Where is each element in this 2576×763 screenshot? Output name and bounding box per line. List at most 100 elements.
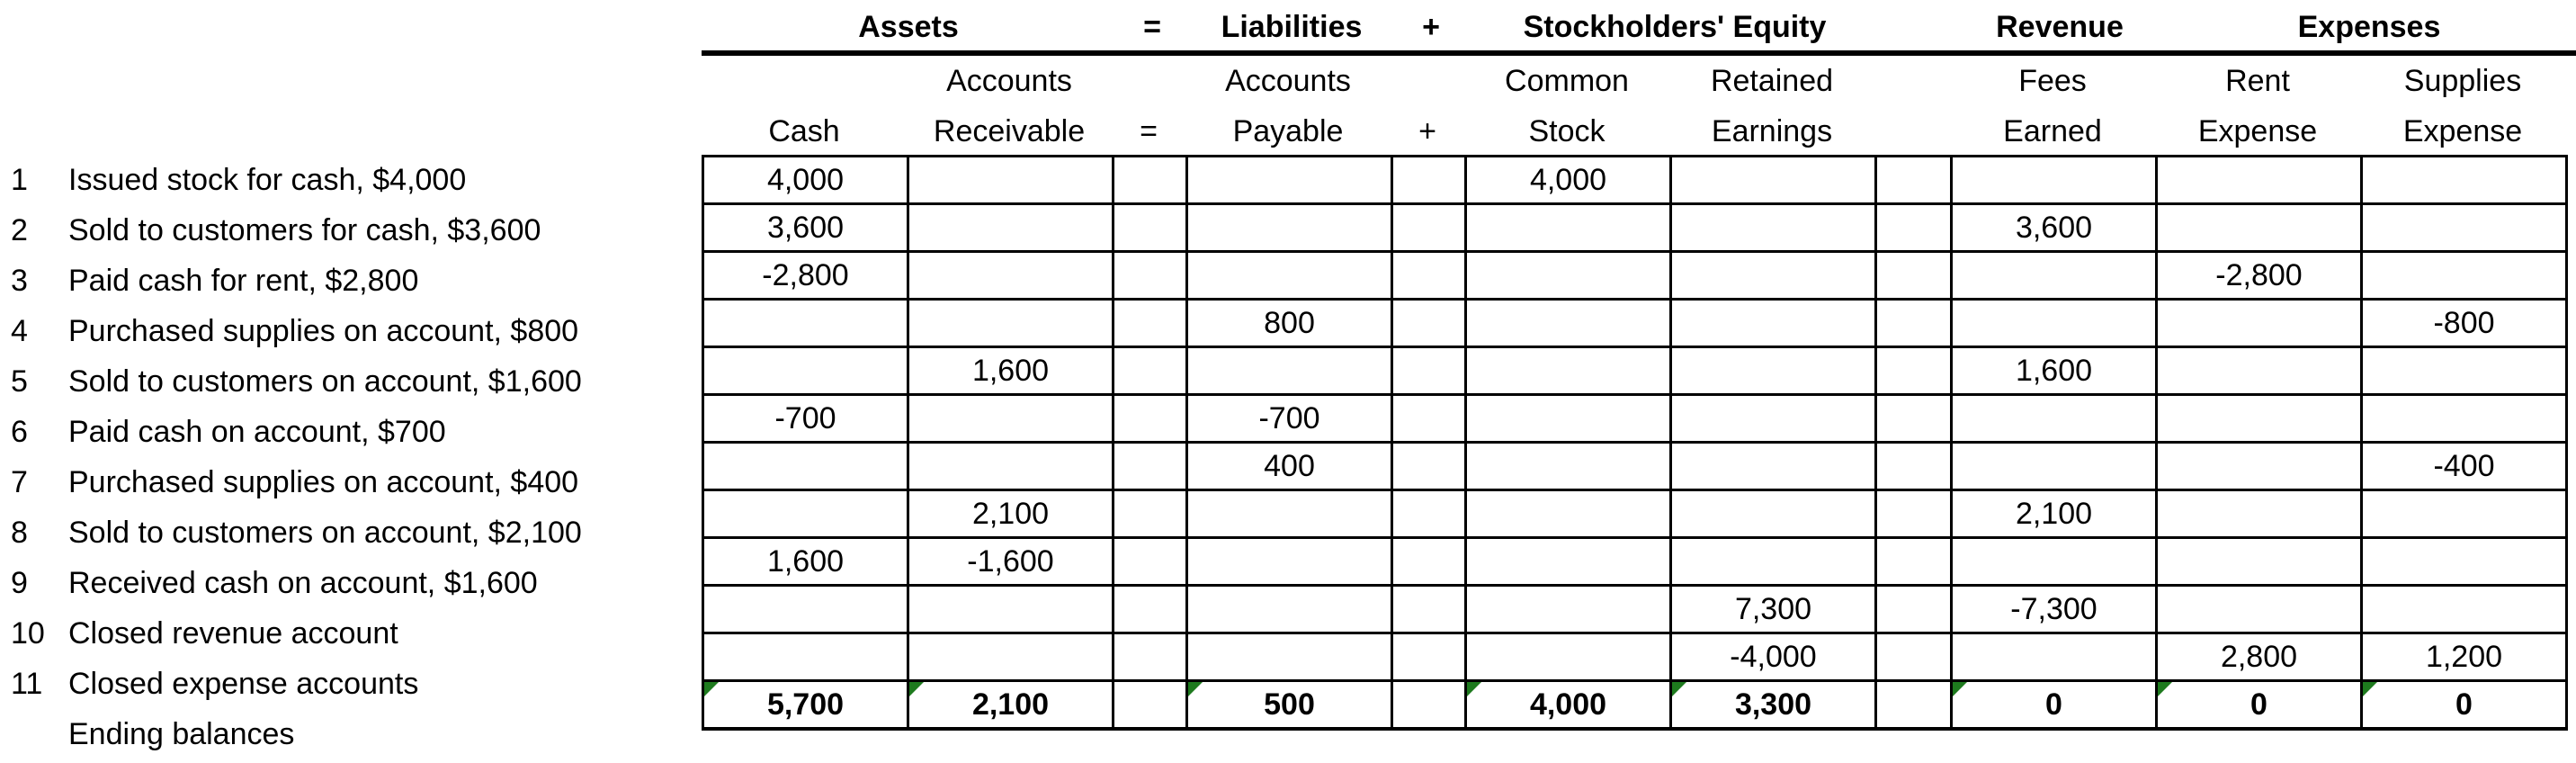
transaction-description: Sold to customers for cash, $3,600 bbox=[68, 213, 541, 247]
cell-rent bbox=[2155, 298, 2363, 348]
cell-plus bbox=[1391, 679, 1467, 731]
accounting-equation-grid: 4,000 4,000 3,600 3,600 -2,800 -2,800 800 -800 1… bbox=[702, 155, 2568, 731]
transaction-description: Paid cash for rent, $2,800 bbox=[68, 264, 419, 298]
cell-cs bbox=[1464, 441, 1672, 491]
transaction-row: 3,600 3,600 bbox=[702, 202, 2568, 253]
column-header-plus-line1 bbox=[1391, 56, 1464, 106]
cell-gap bbox=[1874, 298, 1953, 348]
cell-cs bbox=[1464, 393, 1672, 444]
cell-fees bbox=[1950, 393, 2158, 444]
cell-supplies: 1,200 bbox=[2360, 632, 2568, 682]
cell-cash: 5,700 bbox=[702, 679, 909, 731]
column-header-re-line1: Retained bbox=[1710, 64, 1834, 98]
cell-fees bbox=[1950, 155, 2158, 205]
cell-cash bbox=[702, 632, 909, 682]
cell-gap bbox=[1874, 155, 1953, 205]
transaction-number: 9 bbox=[11, 566, 28, 600]
cell-cash: -2,800 bbox=[702, 250, 909, 301]
transaction-row: -700 -700 bbox=[702, 393, 2568, 444]
cell-cs bbox=[1464, 632, 1672, 682]
cell-rent bbox=[2155, 584, 2363, 634]
cell-fees: 2,100 bbox=[1950, 489, 2158, 539]
cell-ap: 400 bbox=[1185, 441, 1393, 491]
transaction-description: Sold to customers on account, $2,100 bbox=[68, 516, 582, 550]
comment-indicator-icon bbox=[1672, 682, 1686, 696]
column-header-ap-line2: Payable bbox=[1232, 114, 1344, 148]
cell-re bbox=[1669, 298, 1877, 348]
transaction-row: -2,800 -2,800 bbox=[702, 250, 2568, 301]
cell-plus bbox=[1391, 346, 1467, 396]
section-equals: = bbox=[1143, 10, 1161, 44]
cell-cash: 1,600 bbox=[702, 536, 909, 587]
cell-cs bbox=[1464, 298, 1672, 348]
cell-ar bbox=[907, 202, 1114, 253]
cell-cs bbox=[1464, 202, 1672, 253]
cell-ap: 500 bbox=[1185, 679, 1393, 731]
cell-gap bbox=[1874, 346, 1953, 396]
cell-supplies bbox=[2360, 155, 2568, 205]
transaction-description: Sold to customers on account, $1,600 bbox=[68, 364, 582, 399]
cell-supplies bbox=[2360, 489, 2568, 539]
cell-plus bbox=[1391, 202, 1467, 253]
cell-fees bbox=[1950, 536, 2158, 587]
cell-eq bbox=[1112, 202, 1188, 253]
cell-eq bbox=[1112, 632, 1188, 682]
cell-re bbox=[1669, 536, 1877, 587]
transaction-row: 4,000 4,000 bbox=[702, 155, 2568, 205]
cell-re: 7,300 bbox=[1669, 584, 1877, 634]
cell-gap bbox=[1874, 489, 1953, 539]
section-stockholders-equity: Stockholders' Equity bbox=[1523, 10, 1827, 44]
cell-re bbox=[1669, 393, 1877, 444]
transaction-number: 2 bbox=[11, 213, 28, 247]
transaction-description: Purchased supplies on account, $400 bbox=[68, 465, 579, 499]
cell-plus bbox=[1391, 584, 1467, 634]
cell-supplies bbox=[2360, 346, 2568, 396]
comment-indicator-icon bbox=[704, 682, 719, 696]
cell-plus bbox=[1391, 489, 1467, 539]
transaction-description: Ending balances bbox=[68, 717, 295, 751]
cell-ap bbox=[1185, 250, 1393, 301]
column-header-fees-line2: Earned bbox=[2003, 114, 2102, 148]
cell-rent bbox=[2155, 202, 2363, 253]
cell-re: -4,000 bbox=[1669, 632, 1877, 682]
column-header-cash-line2: Cash bbox=[768, 114, 840, 148]
cell-ap bbox=[1185, 155, 1393, 205]
cell-supplies bbox=[2360, 250, 2568, 301]
cell-plus bbox=[1391, 536, 1467, 587]
cell-ap bbox=[1185, 584, 1393, 634]
column-header-plus-line2: + bbox=[1418, 114, 1436, 148]
transaction-number: 6 bbox=[11, 415, 28, 449]
transaction-number: 10 bbox=[11, 616, 45, 651]
cell-gap bbox=[1874, 202, 1953, 253]
section-revenue: Revenue bbox=[1996, 10, 2124, 44]
column-header-rent-line2: Expense bbox=[2197, 114, 2318, 148]
cell-cash: 4,000 bbox=[702, 155, 909, 205]
cell-ap bbox=[1185, 536, 1393, 587]
cell-eq bbox=[1112, 250, 1188, 301]
cell-plus bbox=[1391, 393, 1467, 444]
cell-supplies bbox=[2360, 584, 2568, 634]
transaction-description: Paid cash on account, $700 bbox=[68, 415, 446, 449]
cell-eq bbox=[1112, 679, 1188, 731]
section-expenses: Expenses bbox=[2297, 10, 2441, 44]
column-header-ap-line1: Accounts bbox=[1225, 64, 1351, 98]
cell-cash: -700 bbox=[702, 393, 909, 444]
cell-eq bbox=[1112, 393, 1188, 444]
cell-re bbox=[1669, 202, 1877, 253]
cell-eq bbox=[1112, 489, 1188, 539]
cell-re bbox=[1669, 346, 1877, 396]
cell-gap bbox=[1874, 393, 1953, 444]
transaction-row: 400 -400 bbox=[702, 441, 2568, 491]
column-header-rent-line1: Rent bbox=[2225, 64, 2290, 98]
transaction-row: 800 -800 bbox=[702, 298, 2568, 348]
cell-cs bbox=[1464, 584, 1672, 634]
cell-ar: 2,100 bbox=[907, 679, 1114, 731]
transaction-row: 1,600 -1,600 bbox=[702, 536, 2568, 587]
comment-indicator-icon bbox=[2363, 682, 2377, 696]
cell-ar: -1,600 bbox=[907, 536, 1114, 587]
cell-plus bbox=[1391, 632, 1467, 682]
cell-ap: -700 bbox=[1185, 393, 1393, 444]
comment-indicator-icon bbox=[1953, 682, 1967, 696]
cell-ar bbox=[907, 250, 1114, 301]
section-assets: Assets bbox=[858, 10, 959, 44]
